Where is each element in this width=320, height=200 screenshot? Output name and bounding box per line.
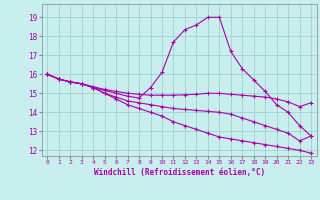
X-axis label: Windchill (Refroidissement éolien,°C): Windchill (Refroidissement éolien,°C) xyxy=(94,168,265,177)
